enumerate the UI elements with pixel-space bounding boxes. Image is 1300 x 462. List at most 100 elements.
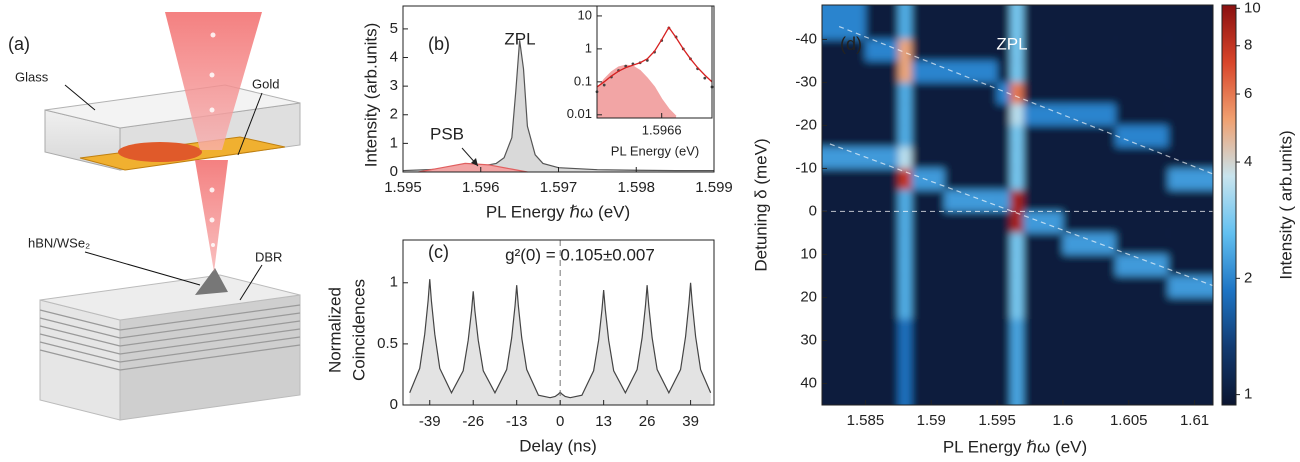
heatmap-cell: [1115, 60, 1169, 83]
heatmap-cell: [865, 168, 899, 190]
heatmap-cell: [1168, 82, 1213, 104]
y-tick-label: 2: [390, 106, 398, 123]
y-tick-label: 10: [800, 245, 817, 262]
heatmap-cell: [997, 125, 1011, 147]
x-tick-label: 1.598: [617, 179, 655, 196]
heatmap-cell: [944, 82, 998, 104]
plot-frame: [402, 239, 715, 406]
x-tick-label: 13: [595, 413, 612, 430]
heatmap-cell: [865, 82, 899, 104]
heatmap-cell: [1010, 340, 1024, 362]
heatmap-cell: [865, 275, 899, 298]
heatmap-cell: [1115, 318, 1169, 341]
heatmap-cell: [898, 254, 912, 276]
heatmap-cell: [822, 383, 866, 405]
x-tick-label: 1.595: [978, 412, 1016, 429]
heatmap-cell: [1010, 60, 1024, 83]
area-fill: [418, 163, 528, 172]
heatmap-cell: [1062, 211, 1116, 233]
heatmap-cell: [911, 383, 945, 405]
heatmap-cell: [944, 168, 998, 190]
y-tick-label: -40: [795, 30, 817, 47]
y-tick-label: -30: [795, 73, 817, 90]
heatmap-cell: [1010, 232, 1024, 255]
heatmap-cell: [1010, 125, 1024, 147]
y-tick-label: 4: [390, 48, 398, 65]
y-tick-label: 1: [585, 40, 592, 55]
heatmap-cell: [997, 168, 1011, 190]
heatmap-cell: [1023, 146, 1063, 169]
heatmap-cell: [865, 125, 899, 147]
heatmap-cell: [911, 82, 945, 104]
heatmap-cell: [1062, 275, 1116, 298]
heatmap-cell: [1010, 361, 1024, 384]
colorbar-tick-label: 8: [1244, 37, 1252, 54]
colorbar-tick-label: 1: [1244, 386, 1252, 403]
x-axis-label: PL Energy ℏω (eV): [943, 437, 1087, 456]
y-tick-label: 5: [390, 20, 398, 37]
heatmap-cell: [822, 211, 866, 233]
heatmap-cell: [1168, 361, 1213, 384]
heatmap-cell: [1010, 254, 1024, 276]
heatmap-cell: [1010, 297, 1024, 319]
heatmap-cell: [944, 39, 998, 61]
heatmap-cell: [1115, 125, 1169, 147]
x-tick-label: 0: [556, 413, 564, 430]
heatmap-cell: [898, 82, 912, 104]
panel-label: (b): [428, 34, 450, 54]
heatmap-cell: [944, 103, 998, 126]
heatmap-cell: [997, 254, 1011, 276]
heatmap-cell: [865, 103, 899, 126]
annotation: ZPL: [504, 29, 535, 48]
heatmap-cell: [1010, 5, 1024, 40]
beam-lower: [195, 160, 228, 272]
x-tick-label: 1.61: [1180, 412, 1209, 429]
heatmap-cell: [997, 318, 1011, 341]
schematic: (a) Glass Gold hBN/WSe₂ DBR: [8, 12, 301, 421]
y-tick-label: 0.01: [567, 106, 592, 121]
x-axis-label: PL Energy (eV): [611, 143, 699, 158]
heatmap-cell: [911, 275, 945, 298]
heatmap-cell: [944, 189, 998, 212]
heatmap-cell: [944, 5, 998, 40]
dbr-layers: [39, 304, 301, 371]
heatmap-cell: [1023, 82, 1063, 104]
heatmap-cell: [1168, 168, 1213, 190]
fit-line: [829, 143, 1213, 287]
heatmap-cell: [944, 340, 998, 362]
plot-bg: [403, 240, 714, 405]
heatmap-cell: [822, 297, 866, 319]
heatmap-cell: [822, 340, 866, 362]
heatmap-cell: [1010, 146, 1024, 169]
series-line: [596, 26, 713, 88]
x-tick-label: 1.596: [462, 179, 500, 196]
heatmap-cell: [1062, 103, 1116, 126]
heatmap-cell: [1062, 5, 1116, 40]
heatmap-cell: [822, 254, 866, 276]
heatmap-cell: [1115, 189, 1169, 212]
panel-label: (a): [8, 34, 30, 54]
heatmap-cell: [1010, 211, 1024, 233]
colorbar-tick-label: 6: [1244, 85, 1252, 102]
heatmap-cell: [822, 125, 866, 147]
heatmap-cell: [898, 39, 912, 61]
y-tick-label: 20: [800, 288, 817, 305]
y-tick-label: 0.1: [574, 73, 592, 88]
data-point: [602, 83, 606, 87]
heatmap-cells: [822, 5, 1213, 405]
plot-frame: [596, 5, 713, 119]
heatmap-cell: [997, 275, 1011, 298]
heatmap-cell: [911, 39, 945, 61]
label-dbr: DBR: [255, 249, 282, 264]
heatmap-cell: [1168, 383, 1213, 405]
x-tick-label: 1.59: [917, 412, 946, 429]
heatmap-cell: [1168, 189, 1213, 212]
x-axis-label: Delay (ns): [519, 436, 596, 455]
heatmap-cell: [1010, 168, 1024, 190]
heatmap-cell: [997, 189, 1011, 212]
heatmap-cell: [1023, 361, 1063, 384]
heatmap-cell: [865, 211, 899, 233]
heatmap-cell: [822, 168, 866, 190]
heatmap-cell: [865, 232, 899, 255]
x-tick-label: 1.605: [1110, 412, 1148, 429]
